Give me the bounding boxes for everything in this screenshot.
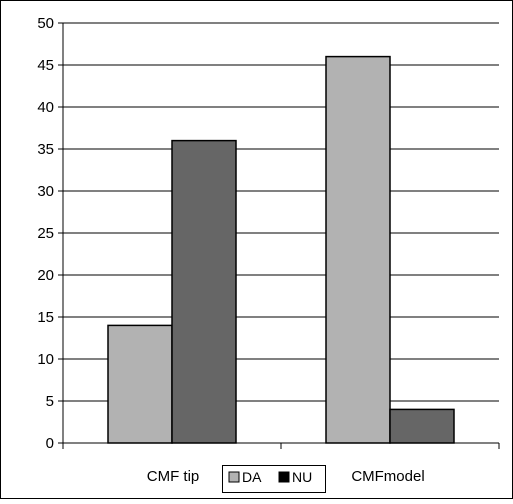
x-tick-labels: CMF tip CMFmodel (147, 468, 425, 485)
y-tick-label: 0 (46, 435, 54, 452)
x-tick-label: CMFmodel (351, 468, 424, 485)
legend-box (222, 465, 326, 493)
y-tick-label: 40 (37, 99, 54, 116)
y-tick-labels: 0 5 10 15 20 25 30 35 40 45 50 (37, 15, 54, 452)
legend: DA NU (222, 465, 326, 493)
x-tick-label: CMF tip (147, 468, 200, 485)
legend-swatch-da (228, 471, 240, 483)
legend-label-da: DA (242, 469, 262, 485)
legend-swatch-nu (278, 471, 290, 483)
y-tick-label: 10 (37, 351, 54, 368)
y-tick-label: 30 (37, 183, 54, 200)
y-tick-label: 25 (37, 225, 54, 242)
legend-label-nu: NU (292, 469, 312, 485)
y-tick-label: 50 (37, 15, 54, 32)
y-tick-label: 15 (37, 309, 54, 326)
axes (58, 22, 500, 449)
y-tick-label: 35 (37, 141, 54, 158)
bar-da-0 (107, 324, 173, 444)
y-tick-label: 20 (37, 267, 54, 284)
bar-nu-0 (171, 139, 237, 444)
bar-nu-1 (389, 408, 455, 444)
y-tick-label: 45 (37, 57, 54, 74)
y-tick-label: 5 (46, 393, 54, 410)
bar-da-1 (325, 55, 391, 444)
